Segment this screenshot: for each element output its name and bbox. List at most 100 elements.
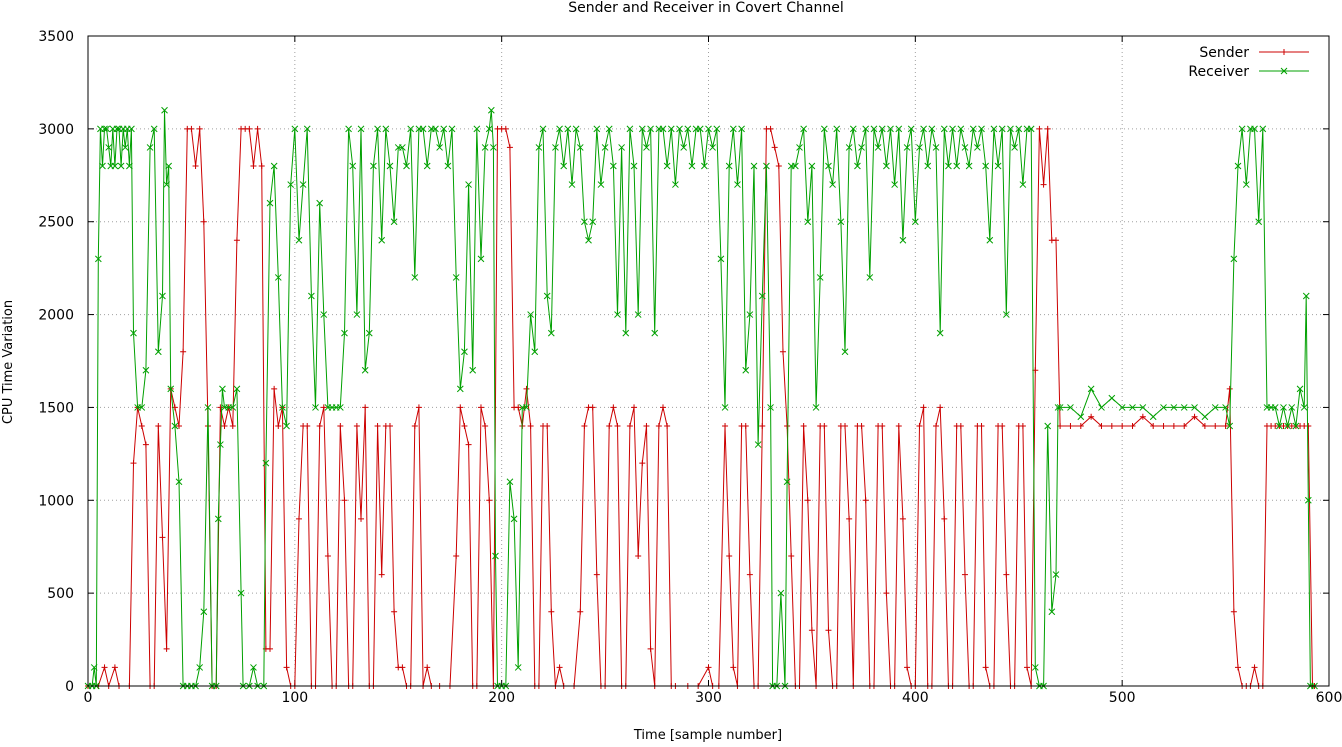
receiver-point xyxy=(725,162,733,170)
sender-point xyxy=(730,664,737,671)
sender-point xyxy=(159,534,166,541)
receiver-point xyxy=(564,125,572,133)
receiver-point xyxy=(523,404,530,411)
y-tick-label: 1500 xyxy=(38,400,74,416)
receiver-point xyxy=(630,162,638,170)
sender-point xyxy=(391,608,398,615)
sender-point xyxy=(378,571,385,578)
receiver-point xyxy=(858,144,865,151)
sender-point xyxy=(879,423,886,429)
receiver-point xyxy=(374,125,381,133)
sender-point xyxy=(904,664,911,671)
receiver-point xyxy=(763,162,770,170)
receiver-point xyxy=(469,366,477,374)
receiver-point xyxy=(1170,404,1178,411)
sender-point xyxy=(577,608,584,615)
receiver-point xyxy=(1015,125,1023,133)
sender-point xyxy=(523,385,530,392)
receiver-point xyxy=(142,366,150,374)
receiver-point xyxy=(452,274,460,281)
receiver-point xyxy=(593,125,601,133)
receiver-point xyxy=(1180,404,1188,411)
sender-point xyxy=(784,423,791,429)
sender-point xyxy=(883,590,890,597)
sender-point xyxy=(217,404,224,411)
receiver-point xyxy=(978,125,985,133)
receiver-point xyxy=(214,515,222,523)
sender-point xyxy=(316,423,323,429)
receiver-point xyxy=(1280,404,1287,411)
receiver-point xyxy=(1077,413,1085,421)
receiver-point xyxy=(750,162,758,170)
receiver-point xyxy=(990,125,998,133)
sender-point xyxy=(465,441,472,448)
receiver-point xyxy=(535,144,543,151)
receiver-point xyxy=(634,311,642,318)
receiver-point xyxy=(175,478,183,486)
sender-point xyxy=(788,553,795,559)
receiver-point xyxy=(349,162,357,170)
sender-point xyxy=(1234,664,1241,671)
receiver-point xyxy=(370,162,377,170)
sender-point xyxy=(192,163,199,169)
receiver-point xyxy=(1242,181,1250,188)
sender-point xyxy=(229,423,236,429)
receiver-point xyxy=(777,589,785,597)
receiver-point xyxy=(531,348,539,356)
sender-legend-label: Sender xyxy=(1199,45,1249,61)
sender-point xyxy=(295,515,302,522)
sender-point xyxy=(556,664,563,671)
receiver-point xyxy=(1300,404,1308,411)
receiver-point xyxy=(982,162,990,170)
sender-point xyxy=(982,664,989,671)
receiver-point xyxy=(800,125,807,133)
receiver-point xyxy=(903,144,911,151)
receiver-point xyxy=(266,199,274,207)
grid-lines xyxy=(88,36,1329,686)
receiver-point xyxy=(303,125,311,133)
sender-point xyxy=(101,664,108,671)
receiver-point xyxy=(837,218,845,226)
sender-point xyxy=(1040,181,1047,188)
x-tick-label: 600 xyxy=(1316,690,1342,706)
receiver-legend-label: Receiver xyxy=(1188,64,1249,80)
receiver-point xyxy=(1139,404,1147,411)
sender-point xyxy=(386,423,393,429)
sender-point xyxy=(275,423,282,429)
receiver-point xyxy=(924,162,932,170)
sender-point xyxy=(759,423,766,429)
receiver-point xyxy=(560,162,568,170)
sender-point xyxy=(746,571,753,578)
receiver-point xyxy=(878,125,886,133)
receiver-point xyxy=(622,329,630,337)
sender-point xyxy=(180,348,187,355)
sender-point xyxy=(477,404,484,411)
receiver-point xyxy=(597,181,605,188)
receiver-point xyxy=(1098,404,1105,411)
sender-point xyxy=(779,348,786,355)
sender-point xyxy=(593,571,600,578)
sender-point xyxy=(1098,423,1105,429)
sender-point xyxy=(138,423,145,429)
receiver-point xyxy=(473,125,481,133)
receiver-point xyxy=(556,125,563,133)
receiver-point xyxy=(862,125,870,133)
receiver-point xyxy=(696,125,704,133)
receiver-point xyxy=(111,162,119,170)
sender-point xyxy=(937,404,944,411)
sender-point xyxy=(631,404,638,411)
receiver-point xyxy=(1201,413,1209,421)
sender-point xyxy=(548,608,555,615)
receiver-point xyxy=(103,125,110,133)
sender-point xyxy=(659,404,666,411)
receiver-point xyxy=(312,404,319,411)
x-tick-label: 500 xyxy=(1109,690,1136,706)
receiver-point xyxy=(291,125,299,133)
sender-point xyxy=(362,404,369,411)
receiver-point xyxy=(506,478,514,486)
receiver-point xyxy=(1284,422,1291,430)
receiver-point xyxy=(229,404,237,411)
receiver-point xyxy=(928,125,936,133)
sender-point xyxy=(411,423,418,429)
receiver-point xyxy=(1160,404,1167,411)
